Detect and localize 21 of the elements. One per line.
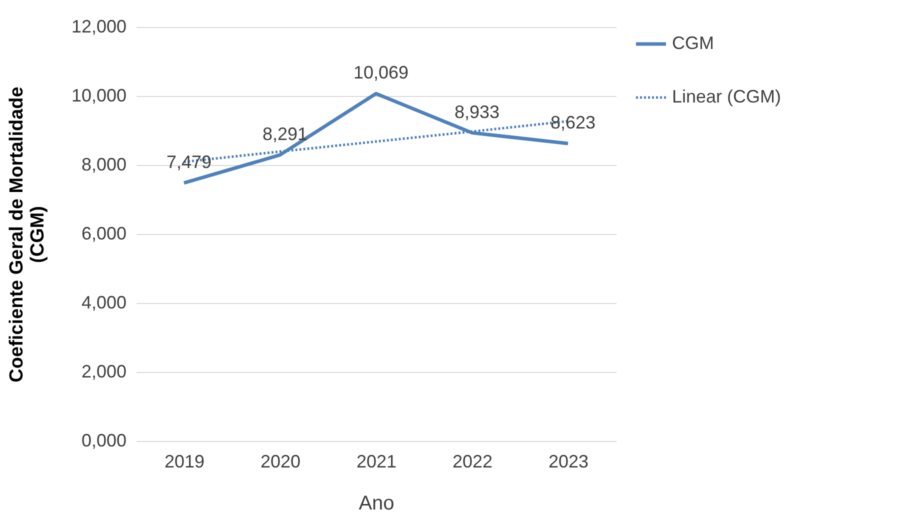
x-tick-label: 2023 xyxy=(548,452,589,472)
legend-label: CGM xyxy=(672,33,714,53)
x-tick-label: 2022 xyxy=(452,452,493,472)
data-label: 10,069 xyxy=(353,62,409,83)
x-axis-title: Ano xyxy=(358,492,394,514)
y-tick-label: 6,000 xyxy=(81,224,126,244)
x-tick-label: 2021 xyxy=(356,452,397,472)
y-tick-label: 0,000 xyxy=(81,430,126,450)
x-tick-label: 2020 xyxy=(260,452,301,472)
data-label: 7,479 xyxy=(166,152,212,172)
data-label: 8,623 xyxy=(550,112,596,133)
y-axis-title: Coeficiente Geral de Mortalidade (CGM) xyxy=(6,86,48,382)
data-label: 8,291 xyxy=(262,124,308,144)
y-tick-label: 8,000 xyxy=(81,154,126,174)
y-tick-label: 10,000 xyxy=(71,86,126,106)
y-tick-label: 4,000 xyxy=(81,292,126,312)
legend-label: Linear (CGM) xyxy=(672,86,782,106)
y-tick-label: 12,000 xyxy=(71,16,126,36)
data-label: 8,933 xyxy=(454,102,500,122)
x-tick-label: 2019 xyxy=(164,452,205,472)
y-tick-label: 2,000 xyxy=(81,362,126,382)
